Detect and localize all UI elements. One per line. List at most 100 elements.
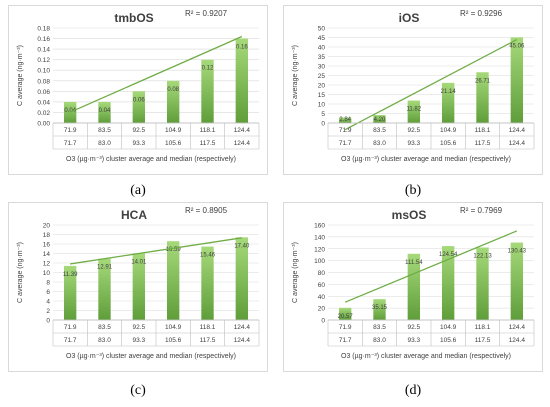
bar — [166, 80, 180, 123]
bar — [407, 253, 421, 320]
x-tick-label-median: 93.3 — [408, 140, 421, 147]
y-tick-label: 0 — [321, 318, 325, 325]
y-tick-label: 12 — [43, 261, 51, 268]
data-label: 4.20 — [374, 117, 386, 123]
x-tick-label-median: 117.5 — [200, 140, 216, 147]
bar — [338, 307, 352, 320]
r-squared-label: R² = 0.7969 — [460, 206, 503, 215]
bar — [338, 117, 352, 123]
x-tick-label-median: 93.3 — [408, 337, 421, 344]
r-squared-label: R² = 0.8905 — [185, 206, 228, 215]
bar — [201, 59, 214, 123]
bar — [201, 246, 214, 320]
y-tick-label: 0 — [321, 121, 325, 128]
trend-line — [344, 39, 518, 131]
x-tick-label-median: 117.5 — [200, 337, 216, 344]
x-tick-label-average: 92.5 — [408, 324, 421, 331]
data-label: 45.06 — [509, 43, 525, 49]
data-label: 15.46 — [200, 253, 216, 259]
chart-title: iOS — [399, 11, 420, 25]
x-tick-label-average: 118.1 — [475, 324, 491, 331]
y-tick-label: 30 — [318, 64, 326, 71]
data-label: 130.43 — [508, 249, 527, 255]
x-tick-label-average: 71.9 — [339, 127, 352, 134]
x-tick-label-median: 71.7 — [64, 337, 77, 344]
chart-panel-ios: iOS R² = 0.9296 0 5 10 15 20 25 30 35 40 45 50 C aver… — [283, 5, 543, 175]
x-tick-label-median: 83.0 — [98, 337, 111, 344]
data-label: 124.54 — [439, 252, 458, 258]
y-tick-label: 25 — [318, 73, 326, 80]
x-tick-label-average: 104.9 — [165, 127, 182, 134]
trend-line — [344, 230, 518, 303]
trend-line — [69, 35, 243, 113]
x-axis-label: O3 (µg·m⁻³) cluster average and median (… — [66, 156, 236, 163]
x-tick-label-average: 104.9 — [440, 127, 457, 134]
data-label: 0.04 — [99, 108, 111, 114]
chart-svg-tmbos: tmbOS R² = 0.9207 0.00 0.02 0.04 0.06 0.08 0.10… — [17, 9, 260, 163]
bar — [476, 247, 489, 320]
y-axis-label: C average (ng·m⁻³) — [292, 45, 299, 106]
x-tick-label-median: 83.0 — [98, 140, 111, 147]
x-tick-label-average: 83.5 — [373, 127, 386, 134]
r-squared-label: R² = 0.9296 — [460, 9, 503, 18]
y-tick-label: 15 — [318, 92, 326, 99]
data-label: 12.91 — [97, 265, 113, 271]
x-tick-label-average: 124.4 — [509, 127, 526, 134]
bar — [407, 100, 421, 123]
data-label: 35.15 — [372, 305, 388, 311]
chart-title: tmbOS — [114, 11, 153, 25]
x-tick-label-average: 83.5 — [373, 324, 386, 331]
bar — [63, 101, 77, 123]
y-tick-label: 100 — [314, 258, 325, 265]
bar — [510, 242, 524, 320]
caption-c: (c) — [130, 383, 146, 398]
y-tick-label: 80 — [318, 270, 326, 277]
data-label: 0.04 — [64, 108, 76, 114]
x-tick-label-average: 71.9 — [339, 324, 352, 331]
x-tick-label-average: 118.1 — [200, 127, 216, 134]
chart-panel-msos: msOS R² = 0.7969 0 20 40 60 80 100 120 140 160 C av… — [283, 202, 543, 372]
y-tick-label: 8 — [46, 280, 50, 287]
y-tick-label: 40 — [318, 294, 326, 301]
y-tick-label: 160 — [314, 223, 325, 230]
data-label: 11.39 — [63, 272, 78, 278]
caption-d: (d) — [404, 383, 422, 398]
x-tick-label-median: 124.4 — [234, 337, 251, 344]
x-tick-label-median: 71.7 — [339, 140, 352, 147]
x-axis-label: O3 (µg·m⁻³) cluster average and median (… — [66, 353, 236, 360]
chart-panel-hca: HCA R² = 0.8905 0 2 4 6 8 10 12 14 16 18 20 C average… — [8, 202, 268, 372]
y-tick-label: 0.10 — [37, 68, 50, 75]
y-tick-label: 0 — [46, 318, 50, 325]
data-label: 14.01 — [131, 259, 147, 265]
data-label: 17.40 — [234, 243, 250, 249]
chart-title: msOS — [392, 208, 427, 222]
y-tick-label: 6 — [46, 289, 50, 296]
y-tick-label: 2 — [46, 308, 50, 315]
bar — [132, 91, 146, 123]
y-tick-label: 20 — [318, 306, 326, 313]
chart-svg-hca: HCA R² = 0.8905 0 2 4 6 8 10 12 14 16 18 20 C average… — [17, 206, 260, 360]
x-tick-label-average: 118.1 — [475, 127, 491, 134]
x-tick-label-median: 105.6 — [440, 337, 457, 344]
x-tick-label-median: 83.0 — [373, 337, 386, 344]
chart-svg-msos: msOS R² = 0.7969 0 20 40 60 80 100 120 140 160 C av… — [292, 206, 535, 360]
chart-svg-ios: iOS R² = 0.9296 0 5 10 15 20 25 30 35 40 45 50 C aver… — [292, 9, 535, 163]
x-tick-label-average: 124.4 — [234, 127, 251, 134]
y-tick-label: 0.00 — [37, 121, 50, 128]
y-axis-label: C average (ng·m⁻³) — [17, 242, 24, 303]
y-tick-label: 0.04 — [37, 99, 50, 106]
data-label: 0.12 — [202, 66, 214, 72]
y-tick-label: 0.08 — [37, 78, 50, 85]
bar — [166, 241, 180, 320]
x-tick-label-median: 105.6 — [440, 140, 457, 147]
data-label: 122.13 — [473, 253, 492, 259]
y-axis-label: C average (ng·m⁻³) — [292, 242, 299, 303]
bar — [510, 37, 524, 123]
x-tick-label-average: 124.4 — [234, 324, 251, 331]
bar — [98, 258, 111, 320]
bar — [373, 299, 386, 320]
bar — [63, 265, 77, 320]
x-tick-label-average: 104.9 — [165, 324, 182, 331]
chart-title: HCA — [121, 208, 147, 222]
x-tick-label-average: 92.5 — [133, 324, 146, 331]
